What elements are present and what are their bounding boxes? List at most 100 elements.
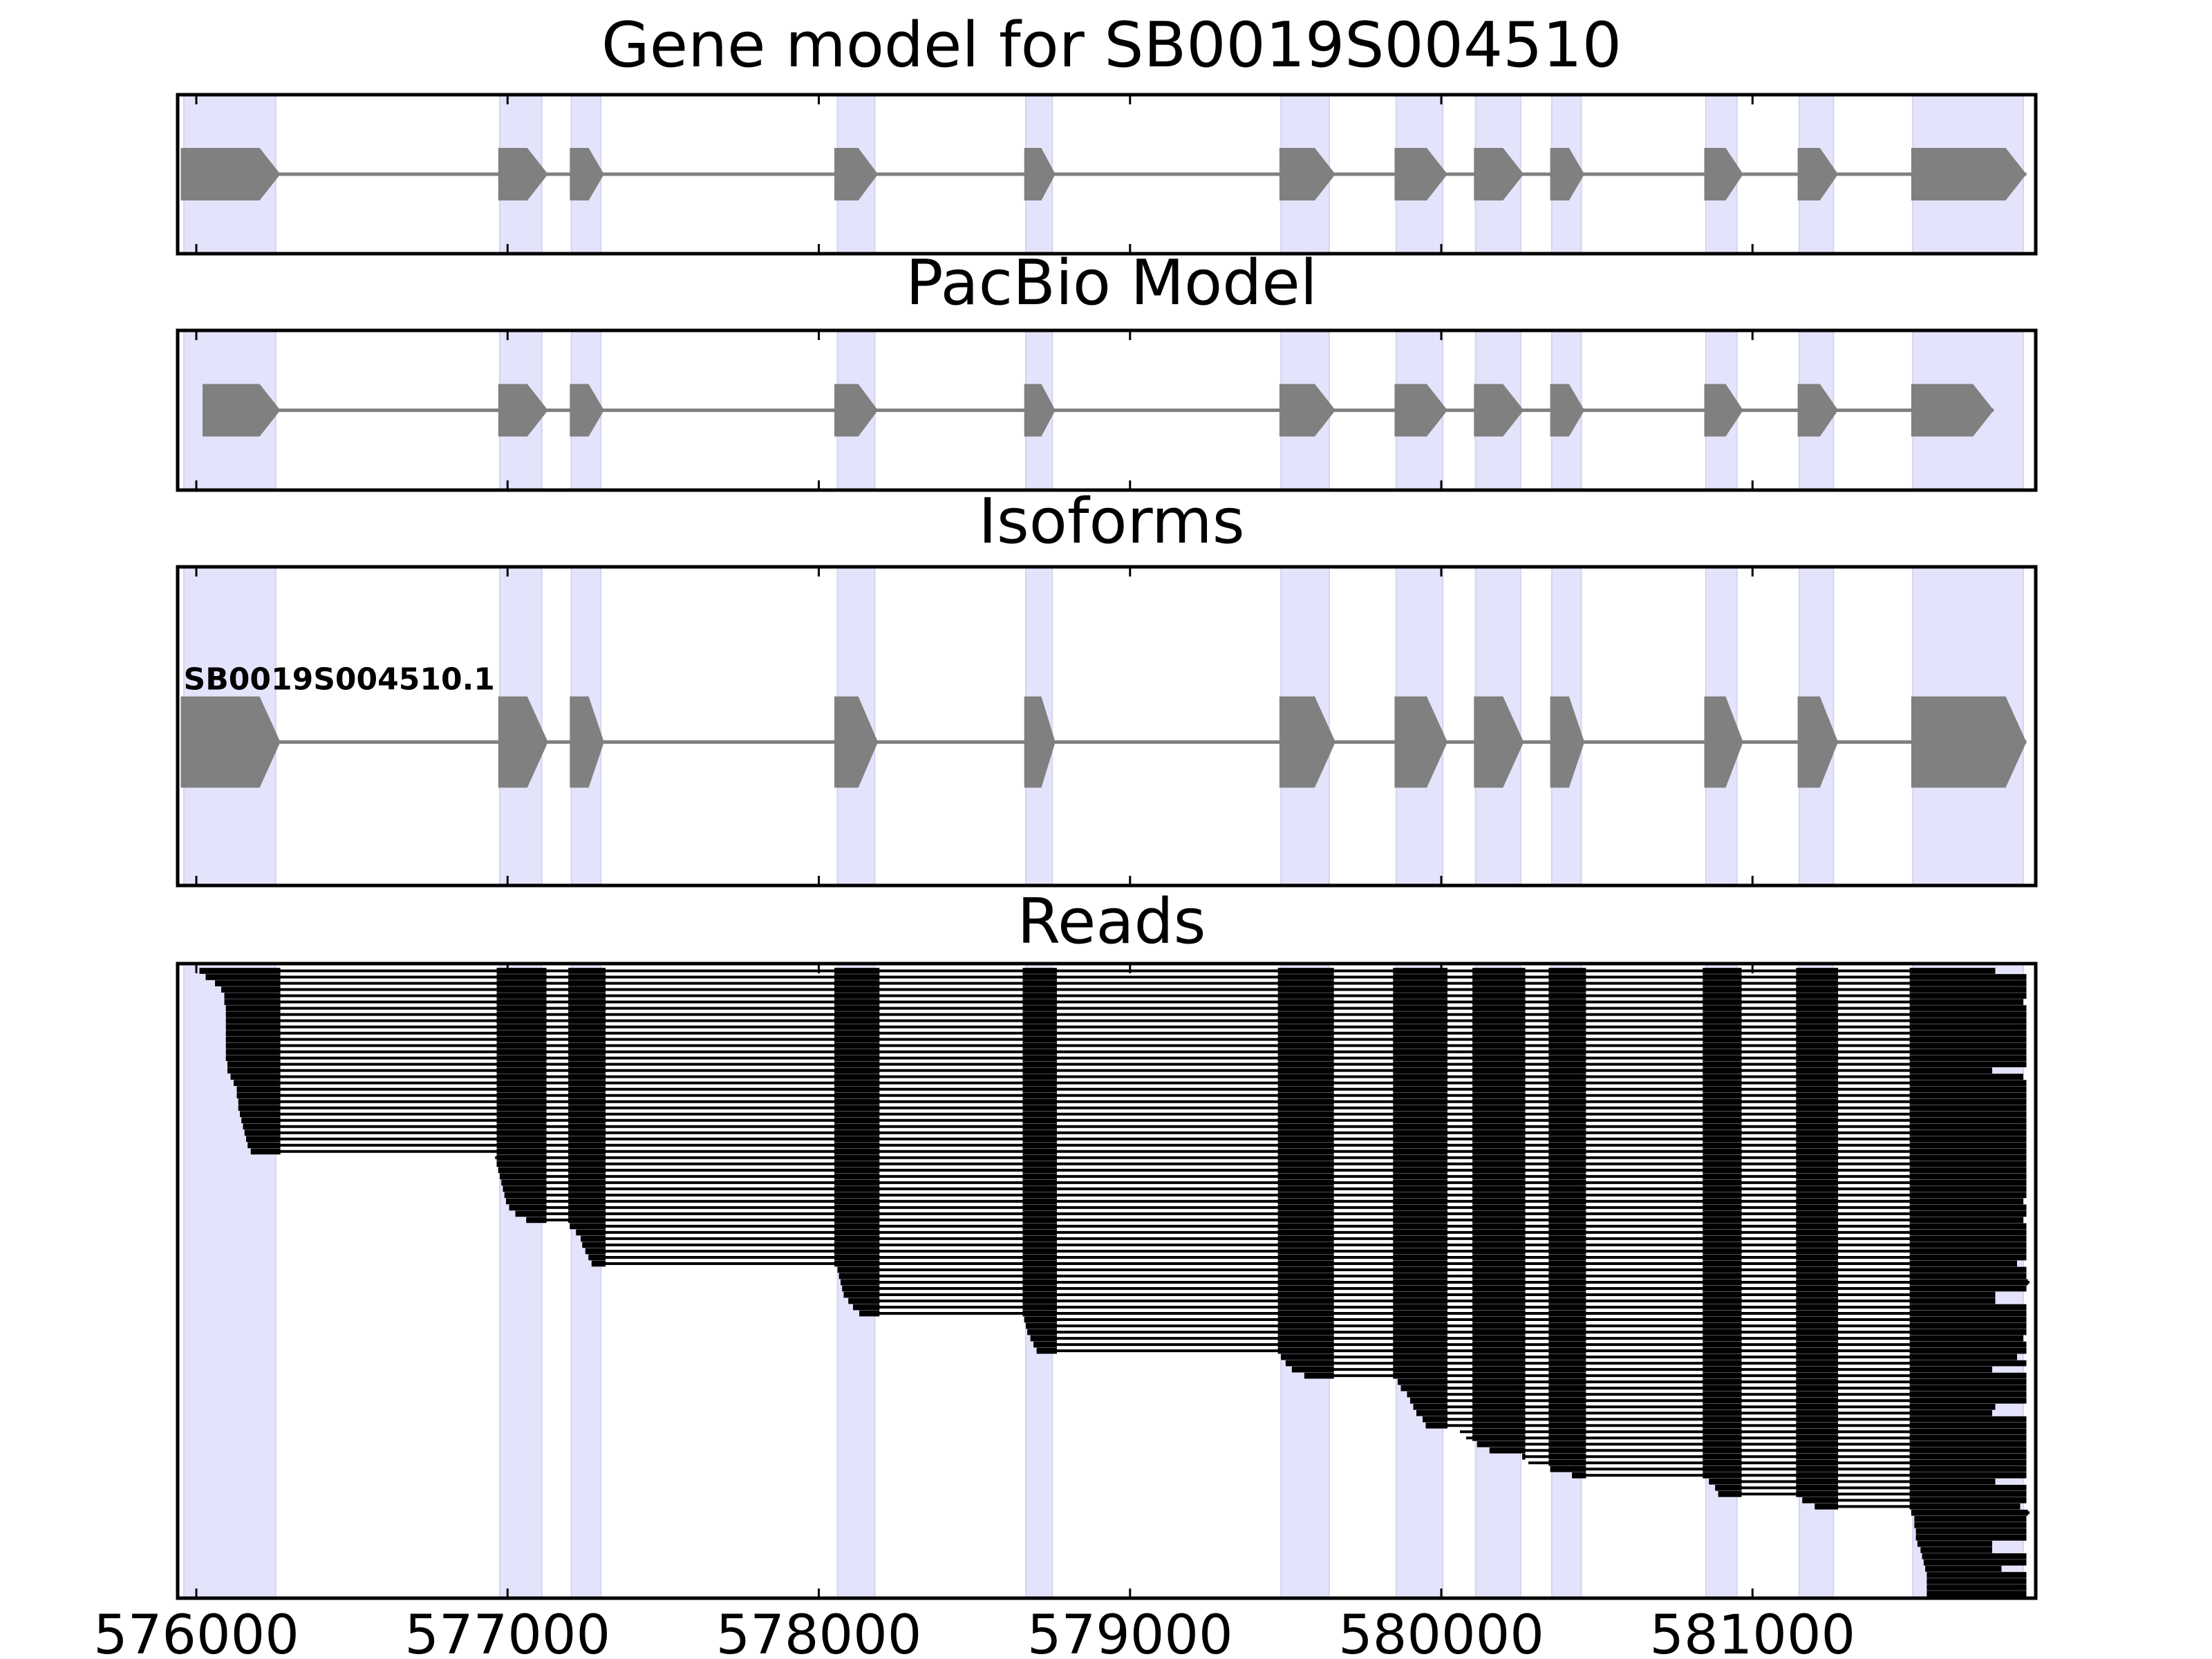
- read-block: [834, 1105, 880, 1112]
- read-block: [501, 1179, 547, 1186]
- read-block: [1277, 980, 1334, 986]
- panel-gene-model: Gene model for SB0019S004510: [176, 9, 2038, 256]
- read-block: [1796, 1105, 1839, 1112]
- read-block: [1909, 1210, 2027, 1217]
- read-block: [1909, 1142, 2027, 1149]
- read-block: [1277, 999, 1334, 1005]
- read-block: [1909, 1030, 2027, 1036]
- read-block: [1703, 1378, 1742, 1385]
- read-block: [834, 1210, 880, 1217]
- read-block: [234, 1080, 281, 1087]
- read-block: [568, 1204, 606, 1211]
- read-block: [1909, 1397, 2027, 1404]
- read-block: [1909, 1011, 2027, 1018]
- read-block: [1703, 1273, 1742, 1280]
- read-block: [1909, 1266, 2027, 1273]
- read-block: [842, 1285, 880, 1292]
- read-block: [225, 1036, 281, 1042]
- read-block: [1703, 1055, 1742, 1061]
- read-block: [1796, 1310, 1839, 1317]
- read-block: [1393, 1192, 1448, 1199]
- read-block: [1909, 1061, 2027, 1067]
- read-block: [568, 1067, 606, 1074]
- read-block: [1909, 1254, 2027, 1261]
- read-block: [568, 1136, 606, 1143]
- read-block: [1909, 1416, 2027, 1423]
- read-block: [225, 1049, 281, 1055]
- read-block: [496, 1036, 547, 1042]
- read-block: [1548, 1018, 1586, 1024]
- read-block: [1277, 1074, 1334, 1080]
- read-block: [1703, 1235, 1742, 1242]
- read-block: [1277, 1322, 1334, 1329]
- read-block: [1909, 1148, 2027, 1155]
- read-block: [1489, 1447, 1526, 1454]
- read-block: [1548, 1428, 1586, 1435]
- read-block: [1703, 1136, 1742, 1143]
- read-block: [1277, 993, 1334, 999]
- read-block: [1909, 1248, 2027, 1255]
- read-block: [1472, 1036, 1526, 1042]
- read-block: [1796, 1372, 1839, 1379]
- read-block: [1909, 1161, 2027, 1168]
- read-block: [1796, 999, 1839, 1005]
- read-block: [1277, 968, 1334, 974]
- read-block: [215, 980, 281, 986]
- read-block: [1909, 1304, 2027, 1311]
- read-block: [1522, 1453, 1526, 1460]
- read-block: [568, 1130, 606, 1136]
- read-block: [1022, 1297, 1057, 1304]
- read-block: [1909, 1080, 2027, 1087]
- read-block: [834, 1198, 880, 1205]
- read-block: [1796, 1260, 1839, 1267]
- read-block: [834, 1067, 880, 1074]
- read-block: [1796, 1453, 1839, 1460]
- read-block: [1909, 1198, 2023, 1205]
- read-block: [1548, 1111, 1586, 1118]
- read-block: [568, 1036, 606, 1042]
- read-block: [1703, 1366, 1742, 1373]
- read-block: [1909, 1403, 1996, 1410]
- read-block: [1796, 1322, 1839, 1329]
- read-block: [1909, 1378, 2027, 1385]
- isoforms-plot-area: SB0019S004510.1: [176, 565, 2038, 888]
- read-block: [1425, 1422, 1448, 1429]
- read-block: [568, 1098, 606, 1105]
- read-block: [1703, 1092, 1742, 1099]
- read-block: [1909, 1335, 2023, 1342]
- read-block: [1472, 1117, 1526, 1124]
- read-block: [1393, 1167, 1448, 1174]
- read-block: [834, 1260, 880, 1267]
- read-block: [1715, 1485, 1742, 1491]
- read-block: [1703, 1210, 1742, 1217]
- read-block: [834, 1241, 880, 1248]
- read-block: [227, 1061, 281, 1067]
- read-block: [834, 986, 880, 993]
- read-block: [1472, 1403, 1526, 1410]
- read-block: [1277, 1161, 1334, 1168]
- read-block: [1703, 1465, 1742, 1472]
- exon-arrow: [498, 696, 548, 788]
- read-block: [496, 1049, 547, 1055]
- read-block: [1393, 1285, 1448, 1292]
- read-block: [1277, 1111, 1334, 1118]
- read-block: [1703, 1285, 1742, 1292]
- read-block: [834, 1061, 880, 1067]
- read-block: [1472, 1179, 1526, 1186]
- read-block: [227, 1067, 281, 1074]
- read-block: [1413, 1403, 1448, 1410]
- read-block: [570, 1223, 606, 1230]
- read-block: [1703, 1416, 1742, 1423]
- read-block: [1548, 1353, 1586, 1360]
- reads-plot-area: [176, 962, 2038, 1600]
- read-block: [1022, 1173, 1057, 1180]
- read-block: [1472, 1074, 1526, 1080]
- read-block: [496, 1092, 547, 1099]
- read-block: [1909, 1036, 2027, 1042]
- read-block: [1277, 1217, 1334, 1224]
- read-block: [838, 1273, 880, 1280]
- read-block: [1277, 1018, 1334, 1024]
- read-block: [1548, 986, 1586, 993]
- read-block: [1548, 1192, 1586, 1199]
- read-block: [1022, 1061, 1057, 1067]
